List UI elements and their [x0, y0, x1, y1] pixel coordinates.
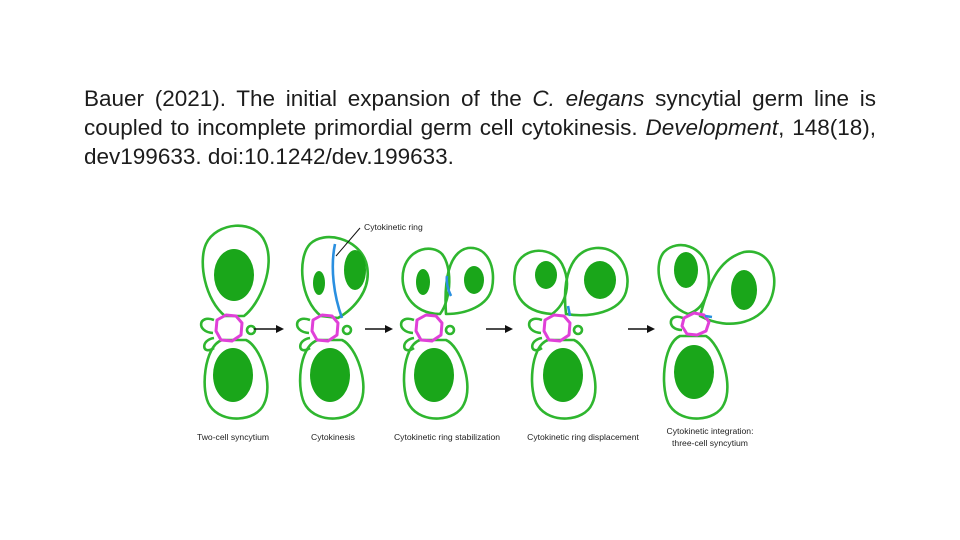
side-bud: [572, 324, 584, 336]
right-nucleus: [731, 270, 757, 310]
stage-3-caption: Cytokinetic ring stabilization: [394, 432, 500, 442]
lower-cell-membrane: [530, 338, 597, 420]
left-cell-membrane: [401, 247, 451, 316]
rachis-ring: [310, 313, 340, 343]
lower-cell-membrane: [203, 338, 269, 420]
citation-journal: Development: [645, 115, 779, 140]
stage-5-caption-line-1: Cytokinetic integration:: [667, 426, 754, 436]
left-lobe: [295, 317, 311, 335]
left-nucleus: [416, 269, 430, 295]
citation-author-year: Bauer (2021). The initial expansion of t…: [84, 86, 533, 111]
upper-cell-membrane: [300, 235, 369, 320]
left-nucleus: [535, 261, 557, 289]
lower-nucleus: [414, 348, 454, 402]
citation-species: C. elegans: [532, 86, 645, 111]
stage-4-ring-displacement: [513, 246, 629, 420]
left-lobe: [669, 315, 684, 332]
lower-cell-membrane: [402, 338, 469, 420]
left-lobe-lower: [202, 336, 215, 352]
side-bud: [341, 324, 353, 336]
lower-nucleus: [310, 348, 350, 402]
rachis-ring: [214, 313, 244, 343]
left-lobe: [527, 317, 543, 335]
side-bud: [444, 324, 456, 336]
left-lobe: [199, 317, 215, 335]
callout-leader: [335, 227, 361, 257]
callout-label: Cytokinetic ring: [364, 222, 423, 232]
stage-5-caption-line-2: three-cell syncytium: [672, 438, 748, 448]
rachis-ring: [542, 313, 572, 343]
cytokinetic-ring: [331, 243, 344, 319]
arrow-1: [254, 325, 284, 333]
stage-1-caption: Two-cell syncytium: [197, 432, 269, 442]
stage-2-cytokinesis: [295, 235, 369, 420]
lower-nucleus: [674, 345, 714, 399]
stage-3-ring-stabilization: [399, 246, 495, 420]
cytokinetic-ring: [704, 314, 713, 319]
rachis-ring: [680, 311, 711, 337]
lower-cell-membrane: [298, 338, 365, 420]
rachis-ring: [414, 313, 444, 343]
left-lobe-lower: [402, 336, 415, 352]
right-cell-membrane: [563, 246, 629, 317]
stage-1-two-cell-syncytium: [199, 224, 270, 420]
stage-5-integration: [657, 243, 776, 420]
upper-cell-membrane: [201, 224, 270, 318]
upper-nucleus: [214, 249, 254, 301]
lower-cell-membrane: [662, 334, 729, 420]
cytokinetic-ring: [566, 305, 572, 317]
right-cell-membrane: [698, 250, 776, 325]
citation-title: syncytial germ line is coupled to incomp…: [84, 86, 876, 140]
citation-text: Bauer (2021). The initial expansion of t…: [84, 84, 876, 171]
left-nucleus: [674, 252, 698, 288]
left-nucleus: [313, 271, 325, 295]
cytokinetic-ring: [445, 275, 453, 297]
arrow-2: [365, 325, 393, 333]
lower-nucleus: [213, 348, 253, 402]
arrow-3: [486, 325, 513, 333]
transition-arrows: [254, 325, 655, 333]
right-nucleus: [584, 261, 616, 299]
right-cell-membrane: [444, 246, 495, 316]
right-nucleus: [464, 266, 484, 294]
stage-2-caption: Cytokinesis: [311, 432, 355, 442]
left-lobe: [399, 317, 415, 335]
arrow-4: [628, 325, 655, 333]
citation-details: , 148(18), dev199633. doi:10.1242/dev.19…: [84, 115, 876, 169]
side-bud: [245, 324, 257, 336]
right-nucleus: [344, 250, 366, 290]
stage-4-caption: Cytokinetic ring displacement: [527, 432, 639, 442]
left-lobe-lower: [530, 336, 543, 352]
left-lobe-lower: [298, 336, 311, 352]
lower-nucleus: [543, 348, 583, 402]
